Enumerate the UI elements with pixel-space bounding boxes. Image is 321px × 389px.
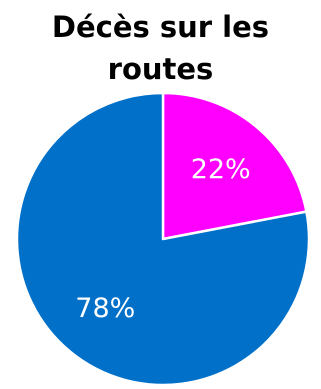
chart-title-line-2: routes bbox=[107, 52, 214, 86]
pie-slice-2 bbox=[15, 91, 311, 387]
pie-slice-label-1: 22% bbox=[191, 154, 251, 185]
pie-slices bbox=[15, 91, 311, 387]
pie-slice-label-2: 78% bbox=[75, 293, 135, 324]
pie-labels: 22% 78% bbox=[75, 154, 250, 324]
pie-slice-1 bbox=[161, 91, 308, 241]
chart-title-line-1: Décès sur les bbox=[51, 10, 270, 44]
chart-title: Décès sur les routes bbox=[0, 6, 321, 90]
